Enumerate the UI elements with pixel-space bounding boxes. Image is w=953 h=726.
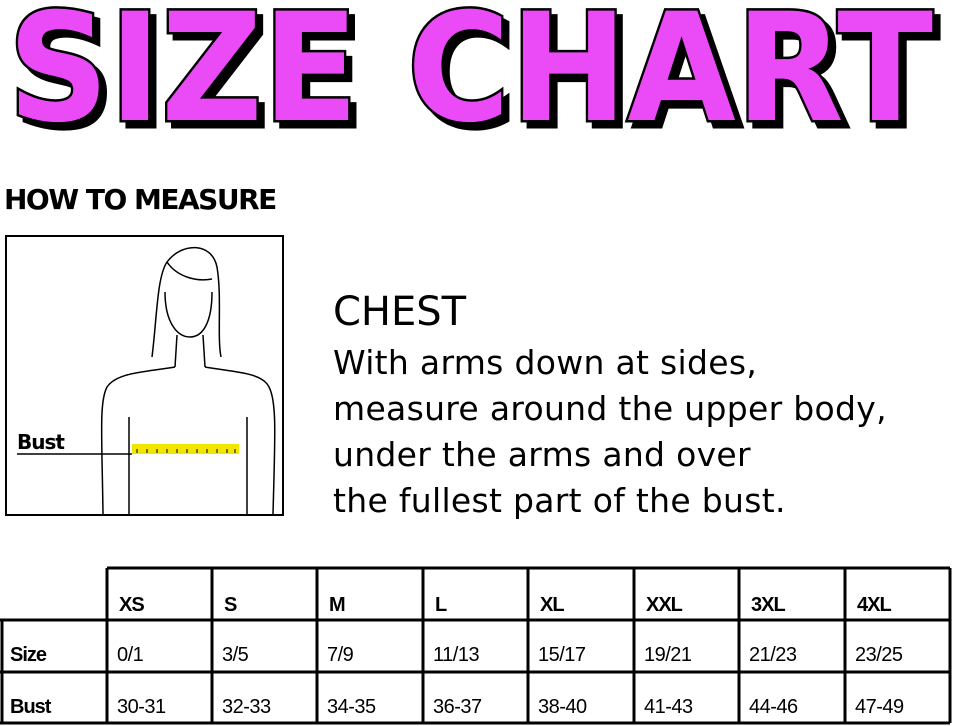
measurement-illustration: Bust [5,235,284,516]
size-header: XS [119,594,145,616]
chest-heading: CHEST [333,289,467,335]
hair-icon [151,246,222,358]
chest-instruction-line: the fullest part of the bust. [333,481,786,520]
table-cell: 38-40 [538,696,587,718]
table-cell: 34-35 [327,696,376,718]
size-header: M [329,594,346,616]
size-header: 4XL [857,594,892,616]
title-text: SIZE CHART [8,0,933,140]
table-cell: 15/17 [538,644,586,666]
table-cell: 23/25 [855,644,903,666]
bust-label: Bust [17,430,65,454]
table-cell: 47-49 [855,696,904,718]
table-cell: 3/5 [222,644,249,666]
table-cell: 7/9 [327,644,354,666]
size-header: XXL [646,594,683,616]
table-cell: 32-33 [222,696,271,718]
table-cell: 0/1 [117,644,144,666]
how-to-measure-heading: HOW TO MEASURE [4,183,277,216]
size-header: 3XL [751,594,786,616]
size-chart-title: SIZE CHART [6,0,936,140]
row-label: Size [10,644,47,666]
chest-instruction-line: With arms down at sides, [333,343,758,382]
table-cell: 19/21 [644,644,692,666]
table-cell: 21/23 [749,644,797,666]
measuring-tape-icon [132,444,239,454]
table-cell: 36-37 [433,696,482,718]
table-cell: 11/13 [433,644,480,666]
table-cell: 41-43 [644,696,693,718]
size-header: XL [540,594,565,616]
row-label: Bust [10,696,51,718]
chest-instruction-line: under the arms and over [333,435,751,474]
table-cell: 44-46 [749,696,798,718]
size-header: L [435,594,447,616]
size-header: S [224,594,237,616]
chest-instruction-line: measure around the upper body, [333,389,887,428]
table-cell: 30-31 [117,696,166,718]
